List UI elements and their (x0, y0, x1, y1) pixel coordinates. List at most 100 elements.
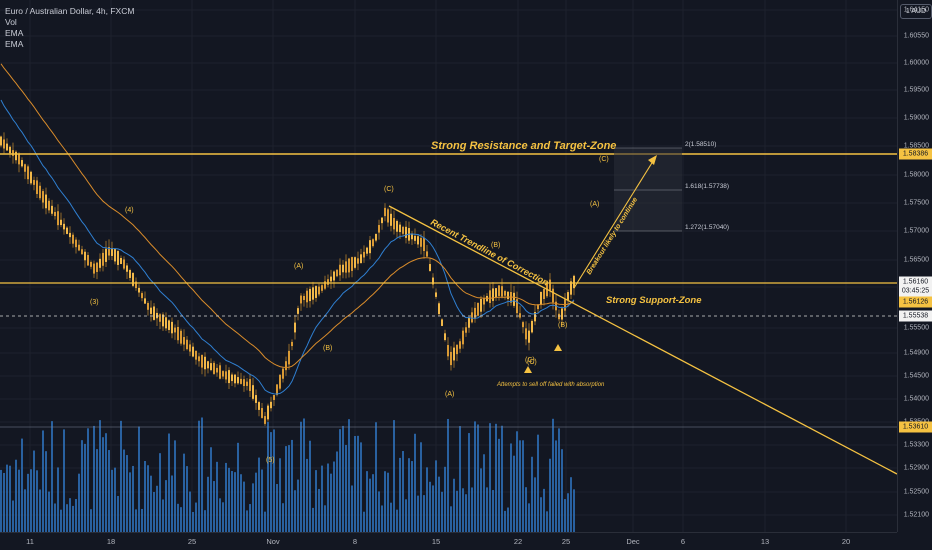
volume-bar (504, 510, 506, 532)
candle-body (18, 153, 20, 165)
time-tick: 13 (760, 537, 770, 546)
correction-trendline (388, 205, 897, 475)
volume-bar (21, 438, 23, 532)
volume-bar (162, 499, 164, 532)
volume-bar (108, 450, 110, 532)
candle-body (567, 292, 569, 300)
volume-bar (24, 489, 26, 532)
candle-body (168, 320, 170, 330)
candle-body (126, 265, 128, 272)
candle-body (0, 136, 2, 146)
volume-bar (264, 511, 266, 532)
volume-bar (489, 423, 491, 532)
volume-bar (285, 446, 287, 532)
wave-label: (A) (294, 263, 303, 270)
candle-body (174, 327, 176, 333)
volume-bar (486, 487, 488, 532)
candle-body (75, 239, 77, 248)
volume-bar (282, 503, 284, 532)
volume-bar (183, 453, 185, 532)
candle-body (339, 264, 341, 276)
volume-bar (102, 437, 104, 532)
candle-body (441, 319, 443, 326)
currency-button[interactable]: 1 AUD (900, 4, 932, 19)
volume-bar (135, 509, 137, 532)
candle-body (222, 371, 224, 377)
candle-body (69, 232, 71, 238)
time-tick: 18 (106, 537, 116, 546)
volume-bar (33, 450, 35, 532)
indicator-vol[interactable]: Vol (5, 17, 17, 27)
candle-body (537, 304, 539, 310)
candle-body (465, 327, 467, 333)
candle-body (258, 402, 260, 410)
volume-bar (423, 495, 425, 532)
volume-bar (228, 467, 230, 532)
price-tick: 1.60550 (903, 32, 929, 40)
candle-body (3, 139, 5, 149)
volume-bar (15, 459, 17, 532)
volume-bar (522, 440, 524, 532)
candle-body (84, 251, 86, 261)
time-tick: 22 (513, 537, 523, 546)
candle-body (66, 227, 68, 234)
volume-bar (273, 429, 275, 532)
candle-body (303, 295, 305, 301)
volume-bar (246, 510, 248, 532)
candle-body (264, 416, 266, 424)
indicator-ema-2[interactable]: EMA (5, 39, 24, 49)
indicator-ema-1[interactable]: EMA (5, 28, 24, 38)
candle-body (141, 293, 143, 299)
volume-bar (6, 464, 8, 532)
candle-body (501, 286, 503, 297)
volume-bar (195, 502, 197, 532)
candle-body (558, 313, 560, 320)
volume-bar (54, 503, 56, 532)
candle-body (9, 146, 11, 154)
symbol-title[interactable]: Euro / Australian Dollar, 4h, FXCM (5, 6, 135, 16)
volume-bar (156, 485, 158, 532)
candle-body (87, 255, 89, 266)
candle-body (48, 200, 50, 211)
candle-body (198, 356, 200, 362)
wave-label: (3) (90, 299, 99, 306)
candle-body (405, 226, 407, 238)
candle-body (549, 279, 551, 291)
volume-bar (276, 484, 278, 532)
candle-body (189, 344, 191, 352)
volume-bar (567, 493, 569, 532)
volume-bar (411, 461, 413, 532)
candle-body (117, 251, 119, 265)
volume-bar (3, 472, 5, 532)
candle-body (12, 150, 14, 156)
candle-body (477, 302, 479, 316)
chart-legend[interactable]: Euro / Australian Dollar, 4h, FXCM Vol E… (5, 6, 134, 50)
candle-body (273, 395, 275, 400)
candle-body (333, 271, 335, 281)
volume-bar (369, 478, 371, 532)
volume-bar (372, 474, 374, 532)
trendline-label: Recent Trendline of Correction (429, 217, 551, 288)
price-chart[interactable]: Strong Resistance and Target-Zone Strong… (0, 0, 897, 532)
volume-bar (492, 490, 494, 532)
volume-bar (237, 442, 239, 532)
candle-body (252, 385, 254, 399)
volume-bar (324, 505, 326, 532)
volume-bar (189, 491, 191, 532)
candle-body (192, 346, 194, 357)
price-tick: 1.54000 (903, 395, 929, 403)
candle-body (459, 341, 461, 349)
volume-bar (306, 458, 308, 532)
volume-bar (459, 426, 461, 532)
candle-body (114, 248, 116, 262)
candle-body (267, 405, 269, 420)
candle-body (402, 226, 404, 234)
price-axis[interactable]: 1.64150 1.60550 1.60000 1.59500 1.59000 1.585… (897, 0, 932, 532)
volume-bar (198, 420, 200, 532)
volume-bar (342, 425, 344, 532)
ema-fast-line (0, 99, 575, 395)
volume-bar (267, 421, 269, 532)
time-axis[interactable]: 11 18 25 Nov 8 15 22 25 Dec 6 13 20 (0, 532, 897, 550)
volume-bar (213, 481, 215, 532)
price-tick: 1.52100 (903, 511, 929, 519)
